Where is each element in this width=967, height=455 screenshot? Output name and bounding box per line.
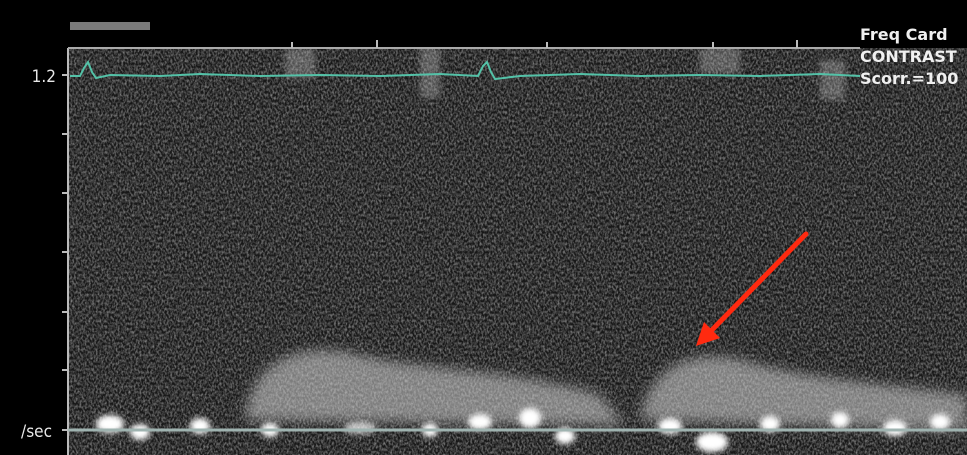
scale-indicator <box>70 22 150 30</box>
spectrum <box>68 48 967 455</box>
info-text: CONTRAST <box>860 47 957 66</box>
info-text: Freq Card <box>860 25 948 44</box>
axis-label: 1.2 <box>32 67 56 87</box>
info-text: Scorr.=100 <box>860 69 958 88</box>
doppler-screen: 1.2 /sec Freq Card CONTRAST Scorr.=100 <box>0 0 967 455</box>
axis-label: /sec <box>21 422 52 442</box>
page: {"axis_labels": {"top": "1.2", "bottom":… <box>0 0 967 455</box>
